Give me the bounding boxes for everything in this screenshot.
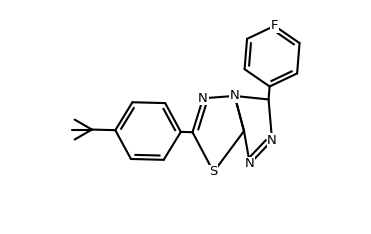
- Text: N: N: [198, 92, 208, 105]
- Text: N: N: [230, 89, 240, 102]
- Text: N: N: [267, 134, 277, 147]
- Text: F: F: [271, 19, 278, 32]
- Text: N: N: [245, 157, 255, 170]
- Text: S: S: [209, 165, 218, 179]
